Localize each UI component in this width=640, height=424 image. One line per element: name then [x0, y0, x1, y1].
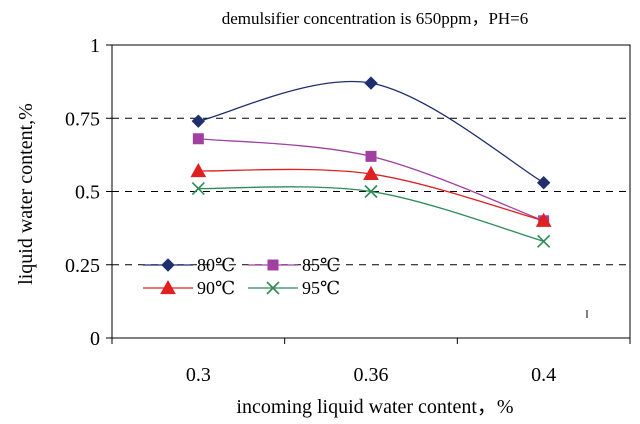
- data-point: [192, 133, 204, 145]
- data-point: [364, 184, 378, 199]
- data-point: [191, 182, 205, 196]
- legend-label: 80℃: [197, 255, 235, 275]
- legend-item: 90℃: [143, 278, 235, 298]
- data-point: [190, 162, 207, 178]
- legend: 80℃ 85℃ 90℃ 95℃: [143, 255, 340, 298]
- legend-item: 95℃: [248, 278, 340, 298]
- legend-marker: [267, 259, 279, 271]
- data-point: [365, 150, 377, 162]
- y-tick-label: 1: [90, 35, 100, 57]
- legend-marker: [160, 279, 176, 295]
- x-tick-label: 0.36: [354, 364, 389, 386]
- grid-lines: [112, 117, 630, 266]
- chart-title: demulsifier concentration is 650ppm，PH=6: [222, 9, 529, 28]
- series-layer: [190, 76, 552, 248]
- legend-item: 80℃: [143, 255, 235, 275]
- series-line: [198, 186, 544, 242]
- legend-label: 85℃: [302, 255, 340, 275]
- legend-marker: [161, 258, 175, 272]
- y-axis-title: liquid water content,%: [15, 103, 37, 285]
- x-tick-label: 0.4: [531, 364, 556, 386]
- legend-item: 85℃: [248, 255, 340, 275]
- data-point: [363, 165, 379, 181]
- legend-label: 90℃: [197, 278, 235, 298]
- data-point: [537, 234, 551, 248]
- data-point: [364, 76, 378, 90]
- data-point: [536, 176, 551, 190]
- data-point: [535, 212, 552, 227]
- y-tick-label: 0.75: [65, 108, 100, 130]
- legend-marker: [266, 281, 280, 295]
- y-tick-label: 0: [90, 328, 100, 350]
- data-point: [191, 114, 206, 128]
- y-tick-label: 0.5: [75, 182, 100, 204]
- y-tick-label: 0.25: [65, 255, 100, 277]
- legend-label: 95℃: [302, 278, 340, 298]
- x-axis-title: incoming liquid water content，%: [236, 396, 513, 418]
- axis-ticks: 0 0.25 0.5 0.75 1 0.3 0.36 0.4: [65, 35, 631, 386]
- x-tick-label: 0.3: [186, 364, 211, 386]
